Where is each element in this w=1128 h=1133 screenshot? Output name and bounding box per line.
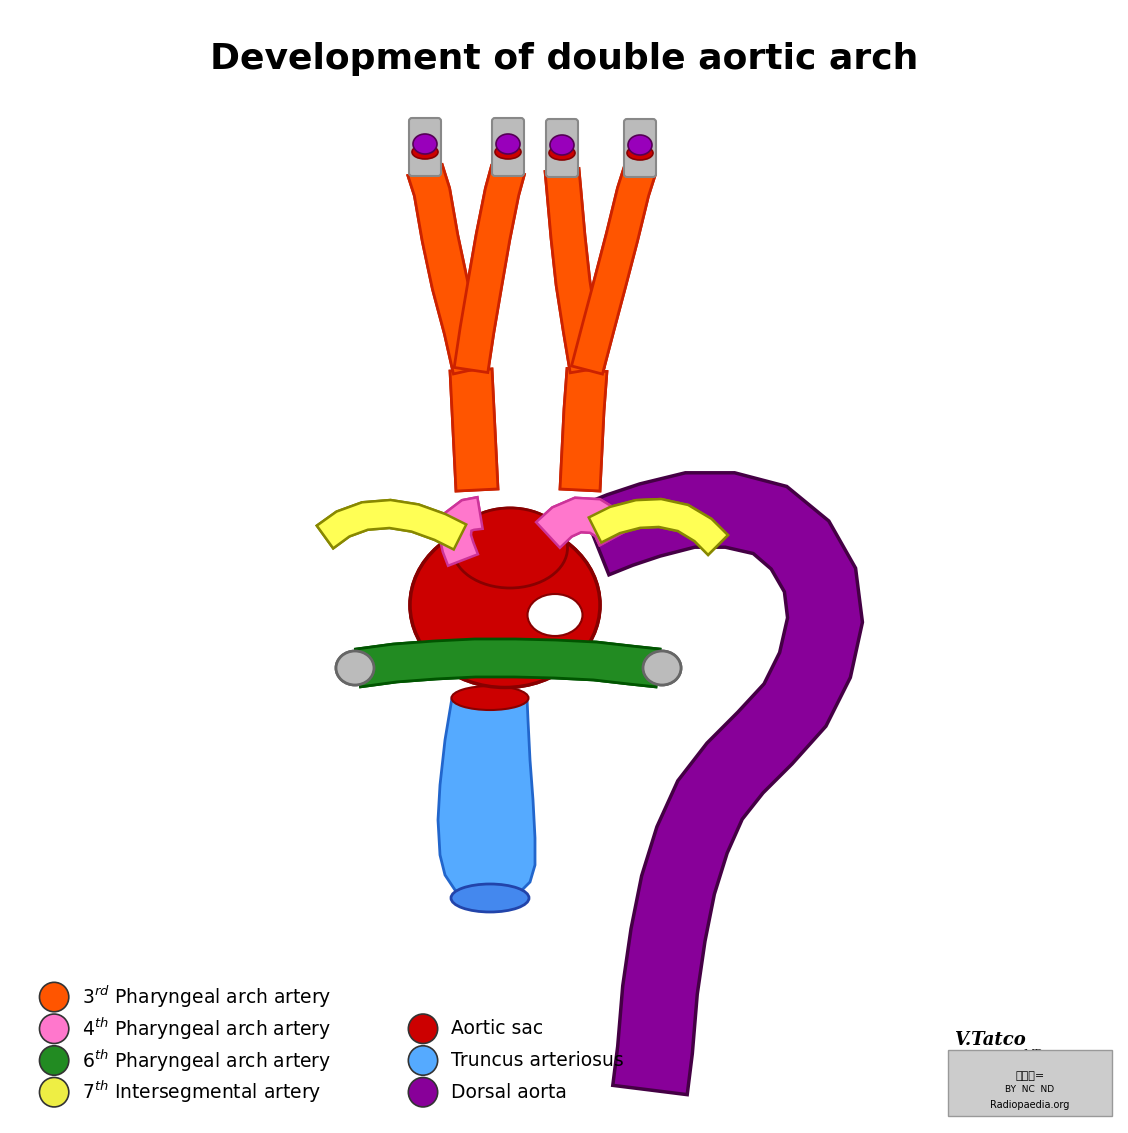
Ellipse shape <box>452 508 567 588</box>
FancyBboxPatch shape <box>546 119 578 177</box>
Ellipse shape <box>412 145 438 159</box>
Text: V.Tatco: V.Tatco <box>954 1031 1026 1049</box>
Text: Truncus arteriosus: Truncus arteriosus <box>451 1051 624 1070</box>
Circle shape <box>39 1046 69 1075</box>
Ellipse shape <box>496 134 520 154</box>
Ellipse shape <box>643 651 681 685</box>
Ellipse shape <box>643 651 681 685</box>
Polygon shape <box>545 169 603 373</box>
Ellipse shape <box>550 135 574 155</box>
FancyBboxPatch shape <box>948 1050 1112 1116</box>
Polygon shape <box>572 165 655 374</box>
Circle shape <box>408 1077 438 1107</box>
Polygon shape <box>355 639 660 687</box>
Polygon shape <box>439 497 483 565</box>
Text: BY  NC  ND: BY NC ND <box>1005 1085 1055 1094</box>
Ellipse shape <box>627 146 653 160</box>
Polygon shape <box>450 369 497 491</box>
Polygon shape <box>317 500 466 550</box>
Polygon shape <box>408 164 488 374</box>
Polygon shape <box>455 165 525 373</box>
Text: 3$^{rd}$ Pharyngeal arch artery: 3$^{rd}$ Pharyngeal arch artery <box>82 983 332 1011</box>
Text: Development of double aortic arch: Development of double aortic arch <box>210 42 918 76</box>
Ellipse shape <box>409 522 600 688</box>
Ellipse shape <box>452 508 567 588</box>
Polygon shape <box>545 169 603 373</box>
Polygon shape <box>559 368 607 491</box>
Ellipse shape <box>336 651 374 685</box>
Polygon shape <box>536 497 631 548</box>
Polygon shape <box>589 499 728 555</box>
Polygon shape <box>317 500 466 550</box>
Text: Radiopaedia.org: Radiopaedia.org <box>990 1100 1069 1109</box>
FancyBboxPatch shape <box>624 119 656 177</box>
Polygon shape <box>355 639 660 687</box>
Text: 6$^{th}$ Pharyngeal arch artery: 6$^{th}$ Pharyngeal arch artery <box>82 1047 332 1074</box>
Circle shape <box>408 1014 438 1043</box>
Polygon shape <box>559 368 607 491</box>
Polygon shape <box>589 499 728 555</box>
Text: 7$^{th}$ Intersegmental artery: 7$^{th}$ Intersegmental artery <box>82 1079 321 1106</box>
Circle shape <box>39 982 69 1012</box>
Ellipse shape <box>528 594 582 636</box>
Text: Aortic sac: Aortic sac <box>451 1020 544 1038</box>
Text: 4$^{th}$ Pharyngeal arch artery: 4$^{th}$ Pharyngeal arch artery <box>82 1015 332 1042</box>
Ellipse shape <box>413 134 437 154</box>
Polygon shape <box>536 497 631 548</box>
Circle shape <box>39 1077 69 1107</box>
Ellipse shape <box>451 685 529 710</box>
Ellipse shape <box>409 522 600 688</box>
FancyBboxPatch shape <box>409 118 441 176</box>
Ellipse shape <box>451 884 529 912</box>
Polygon shape <box>438 698 535 901</box>
Ellipse shape <box>549 146 575 160</box>
Polygon shape <box>455 165 525 373</box>
Text: ⒸⓘⓈ=: ⒸⓘⓈ= <box>1015 1072 1045 1081</box>
Polygon shape <box>408 164 488 374</box>
Polygon shape <box>572 165 655 374</box>
Ellipse shape <box>528 594 582 636</box>
FancyBboxPatch shape <box>492 118 525 176</box>
Text: MD: MD <box>1023 1049 1043 1058</box>
Circle shape <box>39 1014 69 1043</box>
Circle shape <box>408 1046 438 1075</box>
Polygon shape <box>581 472 863 1094</box>
Ellipse shape <box>628 135 652 155</box>
Polygon shape <box>439 497 483 565</box>
Text: Dorsal aorta: Dorsal aorta <box>451 1083 567 1101</box>
Ellipse shape <box>336 651 374 685</box>
Ellipse shape <box>495 145 521 159</box>
Polygon shape <box>450 369 497 491</box>
